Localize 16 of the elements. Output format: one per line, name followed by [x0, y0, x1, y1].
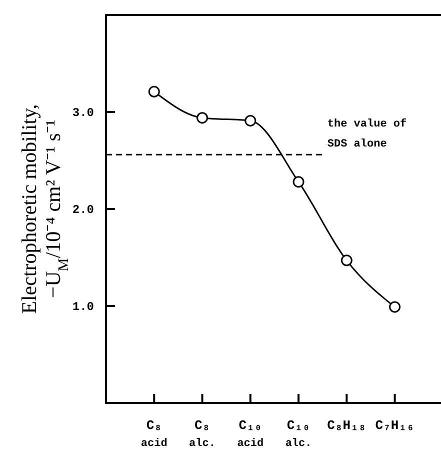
- point: [148, 86, 160, 98]
- x-tick-label: C₈H₁₈: [327, 418, 366, 433]
- x-tick-label: C₇H₁₆: [375, 418, 414, 433]
- point: [196, 112, 208, 124]
- point: [389, 301, 401, 313]
- point: [244, 114, 256, 126]
- x-tick-label: C₈ acid: [140, 418, 168, 450]
- x-tick-label: C₁₀ acid: [237, 418, 264, 450]
- y-tick-label: 3.0: [72, 106, 94, 120]
- x-tick-label: C₈ alc.: [189, 418, 216, 450]
- x-tick-label: C₁₀ alc.: [285, 418, 312, 450]
- y-tick-label: 1.0: [72, 300, 94, 314]
- y-tick-label: 2.0: [72, 203, 94, 218]
- point: [340, 254, 352, 266]
- point: [292, 176, 304, 188]
- ref-line-label: the value of SDS alone: [327, 118, 408, 151]
